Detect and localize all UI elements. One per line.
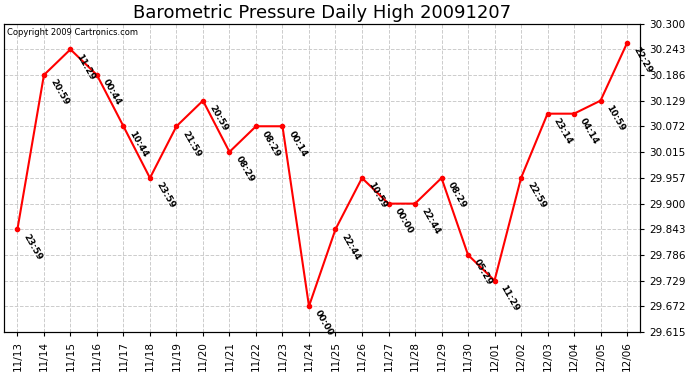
Text: 00:00: 00:00 — [313, 309, 335, 338]
Text: 22:59: 22:59 — [525, 181, 547, 210]
Text: 08:29: 08:29 — [234, 154, 256, 184]
Text: 08:29: 08:29 — [446, 181, 468, 210]
Text: 23:14: 23:14 — [552, 117, 574, 146]
Text: 08:29: 08:29 — [260, 129, 282, 158]
Text: 00:00: 00:00 — [393, 206, 415, 235]
Text: 04:14: 04:14 — [578, 117, 600, 146]
Text: 21:59: 21:59 — [181, 129, 203, 159]
Text: 00:14: 00:14 — [286, 129, 308, 158]
Text: 05:29: 05:29 — [472, 258, 494, 287]
Text: 20:59: 20:59 — [207, 104, 229, 133]
Text: 23:59: 23:59 — [21, 232, 43, 261]
Text: 22:44: 22:44 — [339, 232, 362, 261]
Text: 11:29: 11:29 — [75, 52, 97, 81]
Text: 20:59: 20:59 — [48, 78, 70, 107]
Text: 00:44: 00:44 — [101, 78, 124, 107]
Text: 10:59: 10:59 — [604, 104, 627, 133]
Text: 22:29: 22:29 — [631, 46, 653, 75]
Title: Barometric Pressure Daily High 20091207: Barometric Pressure Daily High 20091207 — [133, 4, 511, 22]
Text: Copyright 2009 Cartronics.com: Copyright 2009 Cartronics.com — [8, 28, 139, 38]
Text: 23:59: 23:59 — [154, 181, 176, 210]
Text: 10:44: 10:44 — [128, 129, 150, 159]
Text: 10:59: 10:59 — [366, 181, 388, 210]
Text: 11:29: 11:29 — [499, 283, 521, 313]
Text: 22:44: 22:44 — [419, 206, 442, 236]
